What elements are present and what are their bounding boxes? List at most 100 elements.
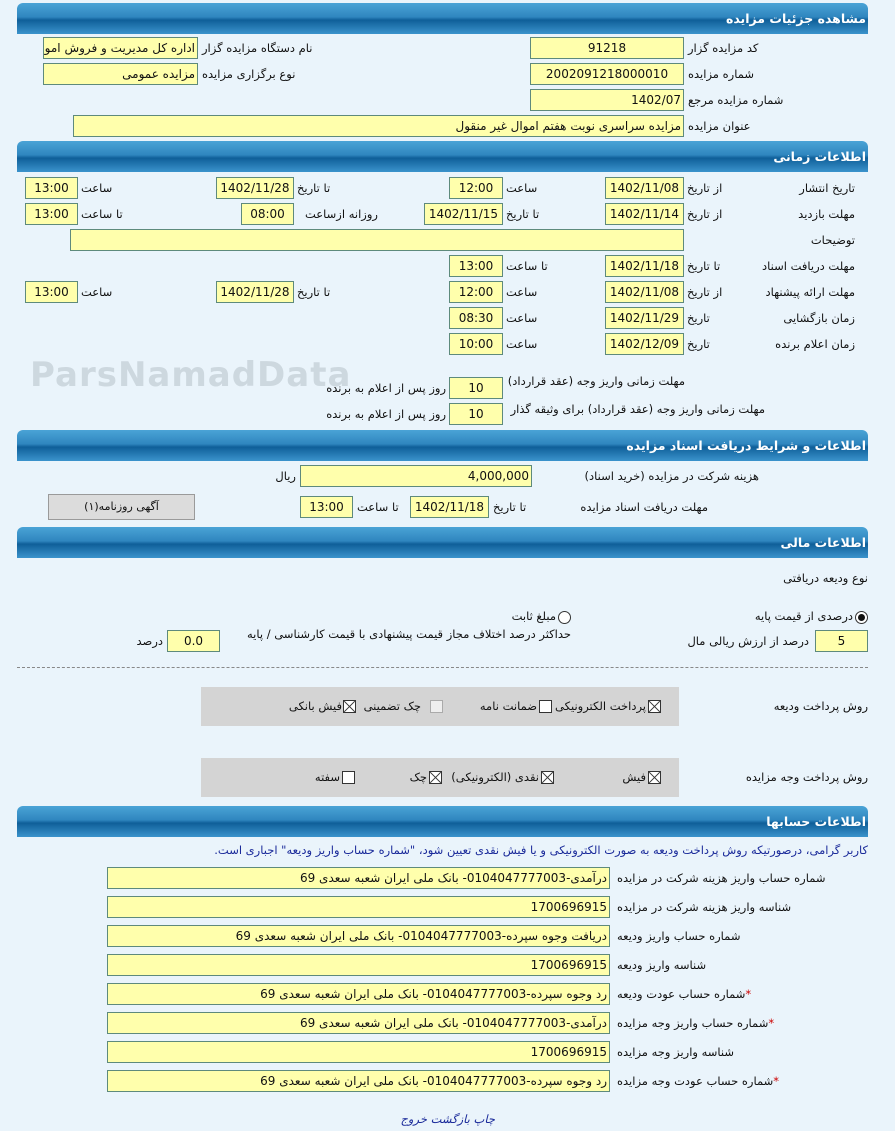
account-row-value[interactable]: 1700696915 xyxy=(107,954,610,976)
num-field[interactable]: 2002091218000010 xyxy=(530,63,684,85)
deposit-type-label: نوع ودیعه دریافتی xyxy=(783,571,868,585)
account-row-value[interactable]: درآمدی-0104047777003- بانک ملی ایران شعب… xyxy=(107,1012,610,1034)
checkbox-promissory[interactable] xyxy=(342,771,355,784)
docs-deadline-label: مهلت دریافت اسناد مزایده xyxy=(580,500,708,514)
print-link[interactable]: چاپ xyxy=(473,1112,495,1126)
desc-field[interactable] xyxy=(70,229,684,251)
footer-links: چاپ بازگشت خروج xyxy=(401,1108,496,1130)
time-label: ساعت xyxy=(81,285,113,299)
maxdiff-field[interactable]: 0.0 xyxy=(167,630,220,652)
required-star: * xyxy=(768,1016,775,1030)
winner-date[interactable]: 1402/12/09 xyxy=(605,333,684,355)
account-row-value[interactable]: 1700696915 xyxy=(107,896,610,918)
docs-to-time[interactable]: 13:00 xyxy=(449,255,503,277)
checkbox-slip[interactable] xyxy=(648,771,661,784)
account-row-label: *شماره حساب عودت وجه مزایده xyxy=(617,1074,779,1088)
account-row-label: شناسه واریز ودیعه xyxy=(617,958,707,972)
radio-percent[interactable] xyxy=(855,611,868,624)
offer-label: مهلت ارائه پیشنهاد xyxy=(765,285,855,299)
publish-to-date[interactable]: 1402/11/28 xyxy=(216,177,294,199)
to-date-label: تا تاریخ xyxy=(506,207,540,221)
watermark: ParsNamadData xyxy=(30,355,352,395)
opt-percent-label: درصدی از قیمت پایه xyxy=(754,609,853,623)
back-link[interactable]: بازگشت xyxy=(430,1112,470,1126)
type-field[interactable]: مزایده عمومی xyxy=(43,63,198,85)
subject-label: عنوان مزایده xyxy=(688,119,751,133)
checkbox-electronic[interactable] xyxy=(648,700,661,713)
open-time[interactable]: 08:30 xyxy=(449,307,503,329)
to-time-label: تا ساعت xyxy=(506,259,548,273)
winner-time[interactable]: 10:00 xyxy=(449,333,503,355)
checkbox-promissory-label: سفته xyxy=(314,770,340,784)
exit-link[interactable]: خروج xyxy=(400,1112,427,1126)
checkbox-bank-slip-label: فیش بانکی xyxy=(288,699,342,713)
offer-from-date[interactable]: 1402/11/08 xyxy=(605,281,684,303)
currency-label: ریال xyxy=(275,469,296,483)
checkbox-guarantee[interactable] xyxy=(539,700,552,713)
visit-to-date[interactable]: 1402/11/15 xyxy=(424,203,503,225)
ref-field[interactable]: 1402/07 xyxy=(530,89,684,111)
type-label: نوع برگزاری مزایده xyxy=(202,67,296,81)
account-row-value[interactable]: درآمدی-0104047777003- بانک ملی ایران شعب… xyxy=(107,867,610,889)
winner-label: زمان اعلام برنده xyxy=(775,337,855,351)
from-date-label: از تاریخ xyxy=(687,207,723,221)
offer-to-time[interactable]: 13:00 xyxy=(25,281,78,303)
ref-label: شماره مزایده مرجع xyxy=(688,93,784,107)
opt-fixed-label: مبلغ ثابت xyxy=(511,609,556,623)
account-row-value[interactable]: رد وجوه سپرده-0104047777003- بانک ملی ای… xyxy=(107,1070,610,1092)
org-label: نام دستگاه مزایده گزار xyxy=(202,41,313,55)
checkbox-cash[interactable] xyxy=(541,771,554,784)
checkbox-check[interactable] xyxy=(429,771,442,784)
visit-from-date[interactable]: 1402/11/14 xyxy=(605,203,684,225)
percent-label: درصد از ارزش ریالی مال xyxy=(687,634,809,648)
pay-deadline-label: مهلت زمانی واریز وجه (عقد قرارداد) xyxy=(507,374,685,388)
from-date-label: از تاریخ xyxy=(687,181,723,195)
offer-from-time[interactable]: 12:00 xyxy=(449,281,503,303)
account-row-label: شماره حساب واریز ودیعه xyxy=(617,929,741,943)
account-row-value[interactable]: رد وجوه سپرده-0104047777003- بانک ملی ای… xyxy=(107,983,610,1005)
from-date-label: از تاریخ xyxy=(687,285,723,299)
newspaper-ad-button[interactable]: آگهی روزنامه(۱) xyxy=(48,494,195,520)
time-label: ساعت xyxy=(81,181,113,195)
publish-to-time[interactable]: 13:00 xyxy=(25,177,78,199)
pay2-days-field[interactable]: 10 xyxy=(449,403,503,425)
account-row-value[interactable]: 1700696915 xyxy=(107,1041,610,1063)
offer-to-date[interactable]: 1402/11/28 xyxy=(216,281,294,303)
payment-method-label: روش پرداخت وجه مزایده xyxy=(745,770,868,784)
account-row-label: شناسه واریز وجه مزایده xyxy=(617,1045,735,1059)
account-row-label: *شماره حساب واریز وجه مزایده xyxy=(617,1016,775,1030)
account-row-value[interactable]: دریافت وجوه سپرده-0104047777003- بانک مل… xyxy=(107,925,610,947)
visit-daily-from-time[interactable]: 08:00 xyxy=(241,203,294,225)
divider xyxy=(17,667,868,668)
deposit-method-label: روش پرداخت ودیعه xyxy=(773,699,868,713)
publish-from-time[interactable]: 12:00 xyxy=(449,177,503,199)
code-label: کد مزایده گزار xyxy=(688,41,759,55)
pay-days-field[interactable]: 10 xyxy=(449,377,503,399)
docs-to-date[interactable]: 1402/11/18 xyxy=(605,255,684,277)
fee-label: هزینه شرکت در مزایده (خرید اسناد) xyxy=(584,469,760,483)
checkbox-cheque[interactable] xyxy=(430,700,443,713)
open-label: زمان بازگشایی xyxy=(783,311,855,325)
checkbox-cash-label: نقدی (الکترونیکی) xyxy=(451,770,539,784)
radio-fixed[interactable] xyxy=(558,611,571,624)
accounts-note: کاربر گرامی، درصورتیکه روش پرداخت ودیعه … xyxy=(214,843,868,857)
required-star: * xyxy=(773,1074,779,1088)
publish-label: تاریخ انتشار xyxy=(799,181,855,195)
code-field[interactable]: 91218 xyxy=(530,37,684,59)
required-star: * xyxy=(745,987,752,1001)
org-field[interactable]: اداره کل مدیریت و فروش اموال xyxy=(43,37,198,59)
visit-to-time[interactable]: 13:00 xyxy=(25,203,78,225)
section-header-accounts: اطلاعات حسابها xyxy=(17,806,868,837)
publish-from-date[interactable]: 1402/11/08 xyxy=(605,177,684,199)
fee-field[interactable]: 4,000,000 xyxy=(300,465,532,487)
checkbox-guarantee-label: ضمانت نامه xyxy=(479,699,537,713)
docs-label: مهلت دریافت اسناد xyxy=(762,259,855,273)
docs-deadline-date[interactable]: 1402/11/18 xyxy=(410,496,489,518)
percent-field[interactable]: 5 xyxy=(815,630,868,652)
account-row-label: *شماره حساب عودت ودیعه xyxy=(617,987,752,1001)
docs-deadline-time[interactable]: 13:00 xyxy=(300,496,353,518)
subject-field[interactable]: مزایده سراسری نوبت هفتم اموال غیر منقول xyxy=(73,115,684,137)
num-label: شماره مزایده xyxy=(688,67,754,81)
open-date[interactable]: 1402/11/29 xyxy=(605,307,684,329)
checkbox-bank-slip[interactable] xyxy=(343,700,356,713)
